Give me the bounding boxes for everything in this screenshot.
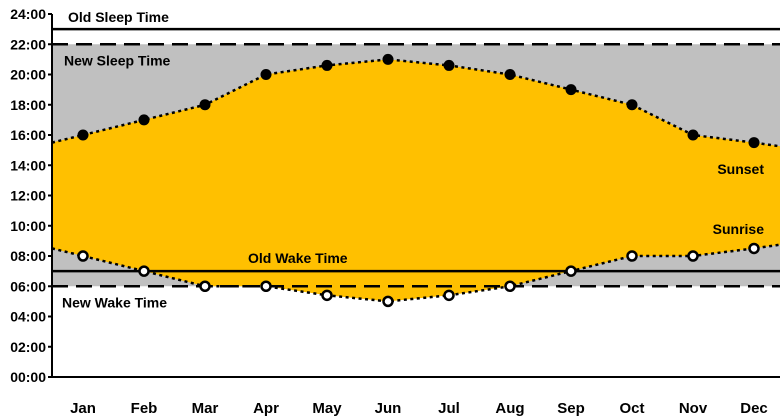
- data-point-1-11: [748, 242, 760, 255]
- series-line-1: [51, 243, 780, 303]
- data-point-1-0: [77, 250, 89, 262]
- data-point-0-0: [77, 129, 89, 141]
- series-label-sunrise: Sunrise: [713, 221, 765, 237]
- y-tick-label-12: 24:00: [10, 6, 46, 22]
- data-point-0-5: [382, 53, 394, 65]
- reference-lines: [52, 27, 780, 288]
- data-point-1-1: [138, 265, 150, 277]
- y-tick-label-2: 04:00: [10, 309, 46, 325]
- series-line-0: [51, 58, 780, 148]
- labels: Old Sleep Time New Sleep Time Old Wake Tim…: [62, 9, 764, 310]
- x-tick-label-8: Sep: [557, 400, 585, 417]
- x-tick-label-5: Jun: [375, 400, 402, 417]
- data-point-0-8: [565, 84, 577, 96]
- y-tick-label-9: 18:00: [10, 97, 46, 113]
- data-point-0-11: [748, 137, 760, 149]
- data-point-0-9: [626, 99, 638, 111]
- data-point-1-9: [626, 250, 638, 262]
- x-tick-label-10: Nov: [679, 400, 708, 417]
- ref-label-0: Old Sleep Time: [68, 9, 169, 25]
- data-point-1-3: [260, 280, 272, 292]
- data-point-0-3: [260, 69, 272, 80]
- y-tick-label-10: 20:00: [10, 67, 46, 83]
- data-point-0-6: [443, 59, 455, 71]
- series-label-sunset: Sunset: [717, 161, 764, 177]
- data-point-1-8: [565, 265, 577, 277]
- data-point-1-4: [321, 289, 333, 302]
- ref-label-3: New Wake Time: [62, 294, 167, 310]
- x-tick-label-6: Jul: [438, 400, 460, 417]
- data-point-0-7: [504, 69, 516, 80]
- data-point-0-1: [138, 114, 150, 126]
- axes: 00:00 02:00 04:00 06:00 08:00 10:00 12:00 14:00…: [10, 6, 780, 417]
- data-point-0-2: [199, 99, 211, 111]
- ref-label-2: Old Wake Time: [248, 250, 348, 266]
- data-point-0-4: [321, 59, 333, 71]
- series-layer: [51, 53, 780, 308]
- y-tick-label-11: 22:00: [10, 36, 46, 52]
- y-tick-label-6: 12:00: [10, 188, 46, 204]
- x-tick-label-7: Aug: [495, 400, 524, 417]
- data-point-1-7: [504, 280, 516, 292]
- y-tick-label-8: 16:00: [10, 127, 46, 143]
- y-tick-label-5: 10:00: [10, 218, 46, 234]
- x-tick-label-4: May: [312, 400, 342, 417]
- data-point-1-5: [382, 295, 394, 308]
- x-tick-label-11: Dec: [740, 400, 768, 417]
- daylight-area: [52, 59, 780, 302]
- data-point-1-2: [199, 280, 211, 292]
- ref-label-1: New Sleep Time: [64, 52, 171, 68]
- y-tick-label-3: 06:00: [10, 278, 46, 294]
- x-tick-label-3: Apr: [253, 400, 279, 417]
- y-tick-label-4: 08:00: [10, 248, 46, 264]
- data-point-1-10: [687, 250, 699, 262]
- x-tick-label-9: Oct: [619, 400, 644, 417]
- x-tick-label-0: Jan: [70, 400, 96, 417]
- daylight-fill: [52, 59, 780, 302]
- data-point-1-6: [443, 289, 455, 302]
- y-tick-label-7: 14:00: [10, 157, 46, 173]
- x-tick-label-1: Feb: [131, 400, 158, 417]
- y-tick-label-1: 02:00: [10, 339, 46, 355]
- data-point-0-10: [687, 129, 699, 141]
- y-tick-label-0: 00:00: [10, 369, 46, 385]
- x-tick-label-2: Mar: [192, 400, 219, 417]
